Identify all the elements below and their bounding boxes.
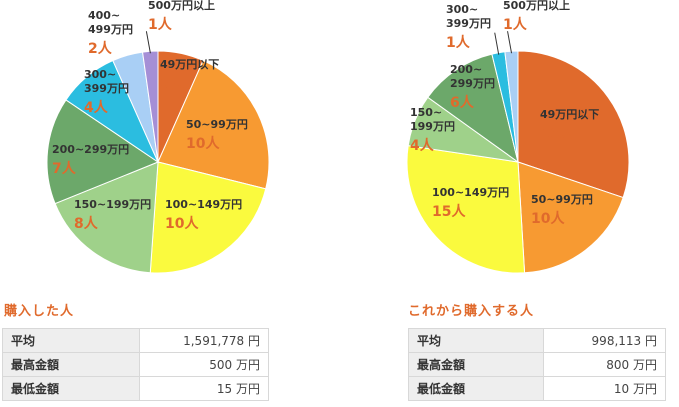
slice-label: 500万円以上: [148, 0, 215, 12]
slice-label: 200~299万円: [52, 143, 129, 156]
slice-count: 1人: [503, 16, 528, 33]
slice-count: 10人: [165, 215, 199, 232]
slice-count: 16人: [540, 125, 574, 142]
stat-label-max: 最高金額: [408, 352, 544, 377]
slice-count: 10人: [186, 135, 220, 152]
table-row: 平均 1,591,778 円: [2, 328, 269, 353]
slice-label: 300~: [84, 68, 116, 81]
pie-slice: [54, 161, 159, 274]
slice-label: 300~: [446, 3, 478, 16]
left-stats-table: 平均 1,591,778 円 最高金額 500 万円 最低金額 15 万円: [2, 328, 269, 401]
table-row: 最高金額 500 万円: [2, 352, 269, 377]
slice-label: 400~: [88, 9, 120, 22]
slice-label: 399万円: [446, 17, 491, 30]
pie-slice: [46, 99, 160, 205]
stat-value-min: 10 万円: [543, 376, 666, 401]
slice-count: 7人: [52, 160, 77, 177]
table-row: 平均 998,113 円: [408, 328, 666, 353]
slice-label: 150~: [410, 106, 442, 119]
table-row: 最高金額 800 万円: [408, 352, 666, 377]
slice-label: 150~199万円: [74, 198, 151, 211]
slice-count: 8人: [74, 215, 99, 232]
left-section-title: 購入した人: [4, 304, 75, 319]
stat-value-max: 500 万円: [139, 352, 269, 377]
pie-slice: [157, 59, 270, 190]
stat-value-average: 998,113 円: [543, 328, 666, 353]
slice-label: 500万円以上: [503, 0, 570, 12]
slice-label: 100~149万円: [165, 198, 242, 211]
slice-count: 2人: [88, 40, 113, 57]
right-section-title: これから購入する人: [408, 304, 535, 319]
slice-label: 100~149万円: [432, 186, 509, 199]
slice-count: 3人: [160, 75, 185, 92]
slice-label: 499万円: [88, 23, 133, 36]
slice-count: 4人: [84, 99, 109, 116]
stat-value-average: 1,591,778 円: [139, 328, 269, 353]
slice-count: 1人: [446, 34, 471, 51]
stat-label-average: 平均: [408, 328, 544, 353]
slice-label: 50~99万円: [531, 193, 593, 206]
slice-label: 199万円: [410, 120, 455, 133]
slice-label: 399万円: [84, 82, 129, 95]
slice-count: 1人: [148, 16, 173, 33]
right-stats-table: 平均 998,113 円 最高金額 800 万円 最低金額 10 万円: [408, 328, 666, 401]
pie-slice: [427, 53, 519, 164]
pie-charts: 49万円以下 3人 50~99万円 10人 100~149万円 10人 150~199万円 8…: [46, 0, 630, 274]
leader-line: [507, 31, 513, 54]
pie-slice: [149, 161, 267, 274]
table-row: 最低金額 15 万円: [2, 376, 269, 401]
stat-value-max: 800 万円: [543, 352, 666, 377]
slice-count: 4人: [410, 137, 435, 154]
slice-label: 50~99万円: [186, 118, 248, 131]
stat-value-min: 15 万円: [139, 376, 269, 401]
slice-label: 200~: [450, 63, 482, 76]
slice-label: 49万円以下: [160, 58, 219, 71]
slice-count: 10人: [531, 210, 565, 227]
leader-line: [494, 32, 500, 55]
table-row: 最低金額 10 万円: [408, 376, 666, 401]
slice-label: 49万円以下: [540, 108, 599, 121]
leader-line: [145, 31, 151, 54]
stat-label-max: 最高金額: [2, 352, 140, 377]
stat-label-min: 最低金額: [408, 376, 544, 401]
stat-label-average: 平均: [2, 328, 140, 353]
slice-label: 299万円: [450, 77, 495, 90]
pie-slice: [517, 161, 624, 274]
stat-label-min: 最低金額: [2, 376, 140, 401]
slice-count: 15人: [432, 203, 466, 220]
pie-slice: [406, 145, 526, 274]
pie-slice: [517, 50, 630, 199]
slice-count: 6人: [450, 94, 475, 111]
